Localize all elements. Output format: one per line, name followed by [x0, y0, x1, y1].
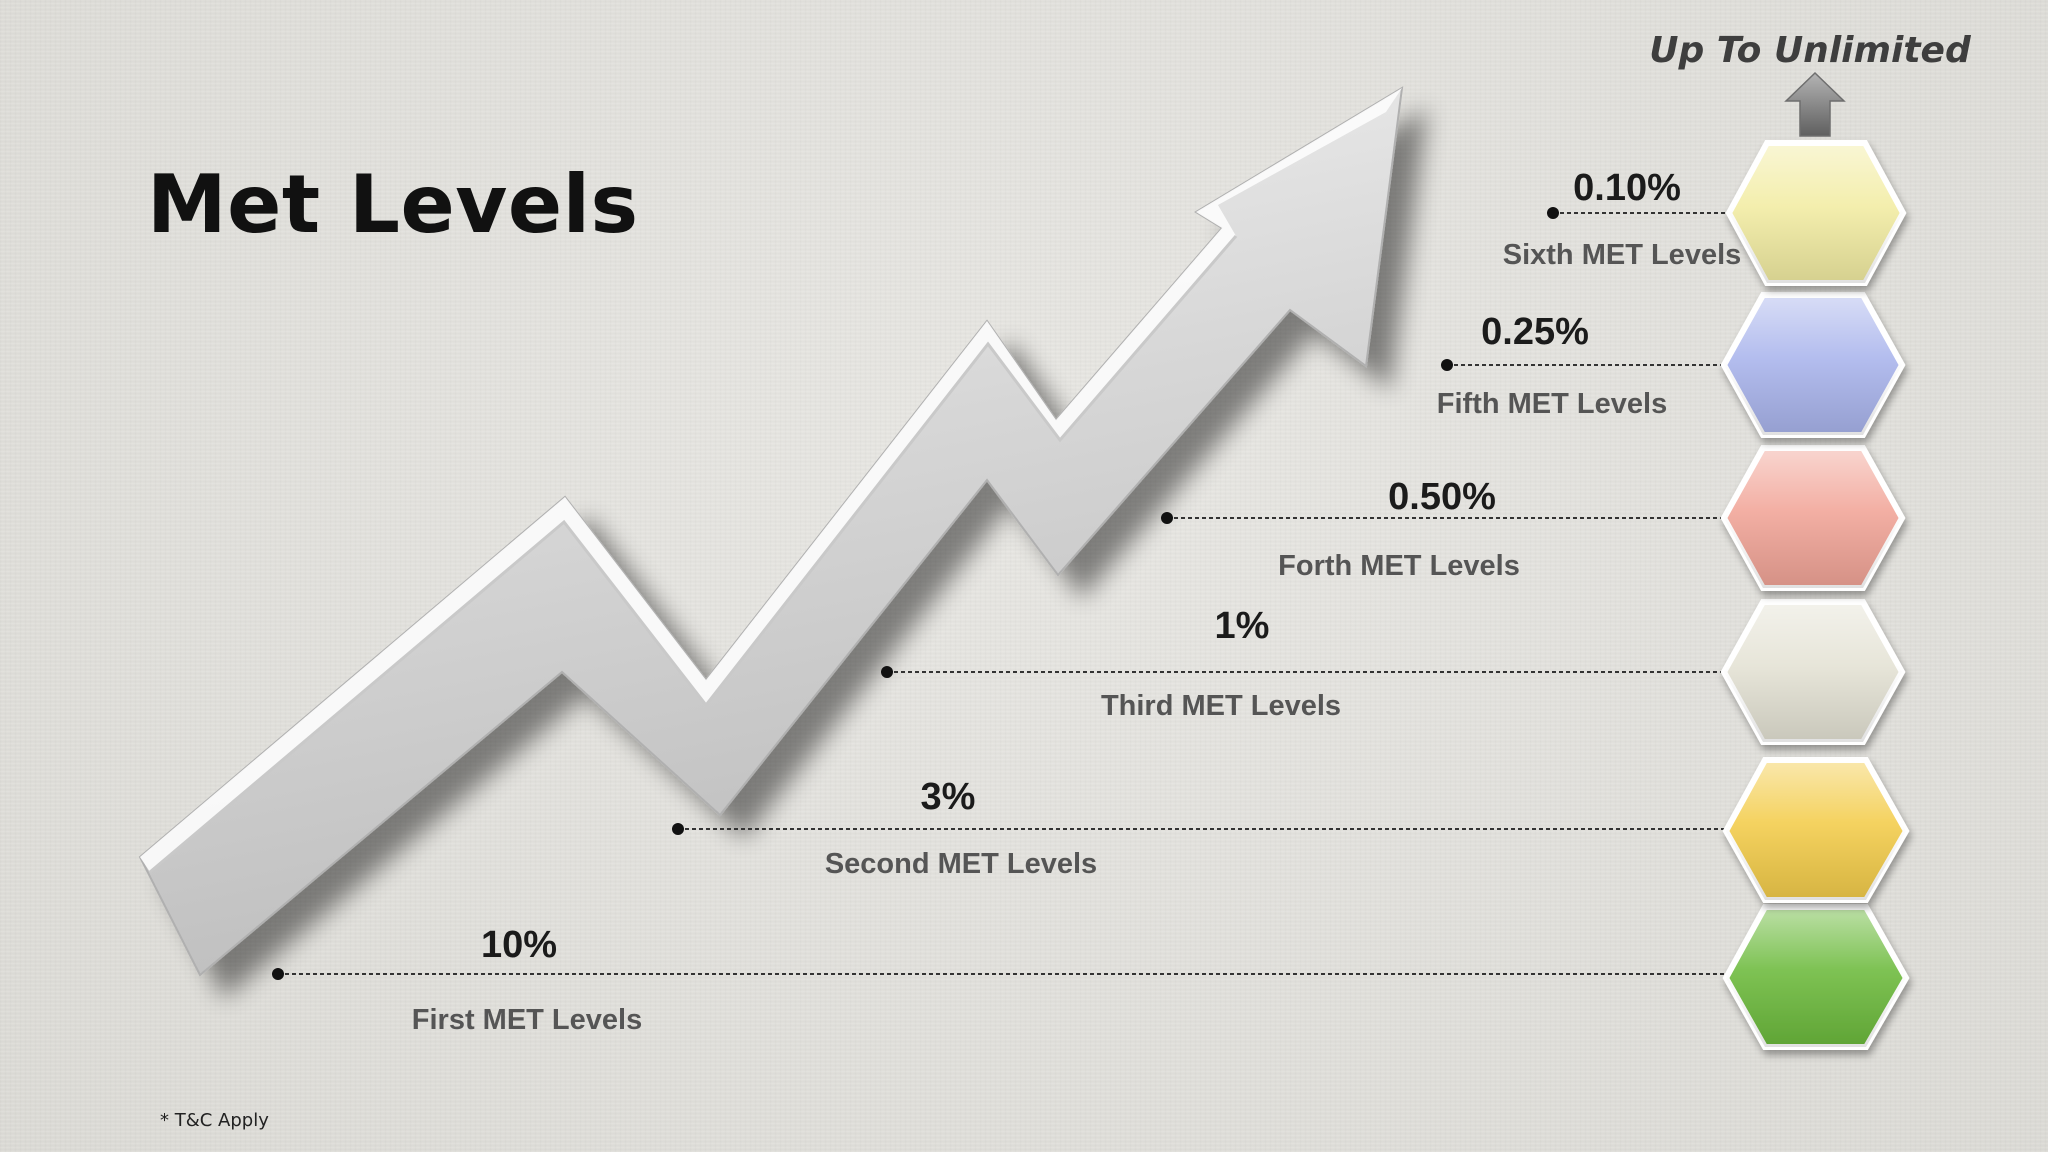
level-5-name: Fifth MET Levels [1436, 388, 1668, 420]
level-5-percent: 0.25% [1481, 311, 1589, 353]
connector-dot-level-4 [1161, 512, 1173, 524]
connector-lines [272, 207, 1735, 980]
connector-dot-level-2 [672, 823, 684, 835]
terms-footnote: * T&C Apply [160, 1110, 269, 1131]
level-3-percent: 1% [1214, 605, 1270, 647]
level-2-percent: 3% [920, 776, 976, 818]
level-1-name: First MET Levels [411, 1004, 643, 1036]
level-4-name: Forth MET Levels [1278, 550, 1520, 582]
level-3-name: Third MET Levels [1100, 690, 1342, 722]
hexagon-level-6 [1725, 140, 1907, 286]
level-6-name: Sixth MET Levels [1502, 239, 1742, 271]
hexagon-stack [1720, 140, 1910, 1050]
level-2-name: Second MET Levels [824, 848, 1098, 880]
level-1-percent: 10% [480, 924, 558, 966]
connector-dot-level-3 [881, 666, 893, 678]
level-6-percent: 0.10% [1573, 167, 1681, 209]
connector-dot-level-5 [1441, 359, 1453, 371]
up-to-unlimited-label: Up To Unlimited [1649, 30, 1971, 71]
connector-dot-level-1 [272, 968, 284, 980]
hexagon-level-1 [1722, 904, 1910, 1050]
rising-arrow [138, 86, 1404, 977]
up-arrow-icon [1784, 71, 1846, 137]
hexagon-level-4 [1720, 445, 1906, 591]
page-title: Met Levels [147, 158, 639, 251]
level-4-percent: 0.50% [1388, 476, 1496, 518]
hexagon-level-5 [1720, 292, 1906, 438]
hexagon-level-2 [1722, 757, 1910, 903]
hexagon-level-3 [1720, 599, 1906, 745]
connector-dot-level-6 [1547, 207, 1559, 219]
